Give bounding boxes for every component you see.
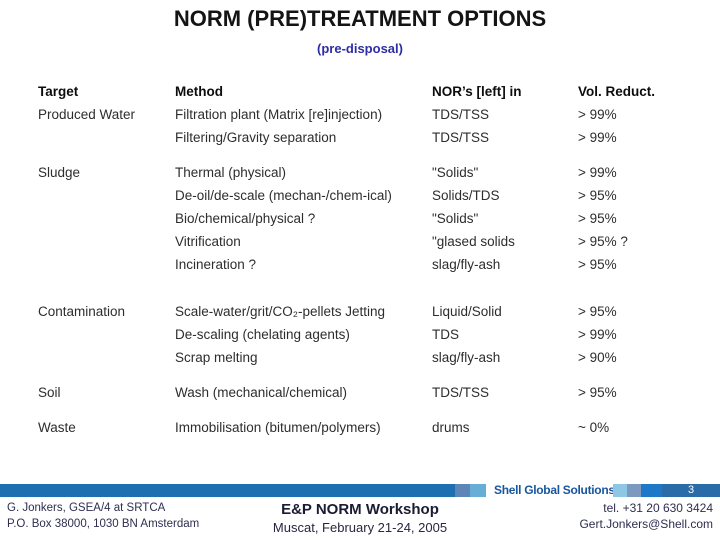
cell-nor: TDS/TSS (432, 107, 490, 122)
footer-author-address: P.O. Box 38000, 1030 BN Amsterdam (7, 518, 200, 530)
footer-bar: Shell Global Solutions 3 (0, 483, 720, 497)
cell-nor: drums (432, 420, 470, 435)
cell-method: Filtration plant (Matrix [re]injection) (175, 107, 383, 122)
footer-contact-email: Gert.Jonkers@Shell.com (579, 517, 713, 531)
shell-global-solutions-wordmark: Shell Global Solutions (494, 483, 615, 497)
footer-event-block: E&P NORM Workshop Muscat, February 21-24… (0, 501, 720, 536)
cell-method: Bio/chemical/physical ? (175, 211, 316, 226)
footer-bar-square-grayblue (627, 484, 641, 497)
treatment-table: Target Method NOR’s [left] in Vol. Reduct. P… (38, 80, 698, 439)
cell-target: Contamination (38, 304, 126, 319)
footer-contact-tel: tel. +31 20 630 3424 (603, 501, 713, 515)
cell-vol: > 99% (578, 107, 617, 122)
cell-vol: > 95% (578, 385, 617, 400)
cell-vol: > 99% (578, 165, 617, 180)
cell-nor: "Solids" (432, 165, 479, 180)
cell-nor: Solids/TDS (432, 188, 500, 203)
slide-title: NORM (PRE)TREATMENT OPTIONS (173, 6, 547, 31)
cell-vol: ~ 0% (578, 420, 610, 435)
table-row: Scrap melting slag/fly-ash > 90% (38, 346, 698, 369)
cell-method: Vitrification (175, 234, 241, 249)
cell-vol: > 95% (578, 188, 617, 203)
cell-target: Sludge (38, 165, 81, 180)
slide-subtitle: (pre-disposal) (317, 41, 403, 56)
cell-vol: > 99% (578, 130, 617, 145)
cell-method: Scrap melting (175, 350, 258, 365)
footer-bar-square-light (470, 484, 486, 497)
cell-method: Wash (mechanical/chemical) (175, 385, 348, 400)
footer-bar-left-segment (0, 484, 455, 497)
page-number: 3 (662, 484, 720, 497)
cell-method: De-scaling (chelating agents) (175, 327, 350, 342)
footer-bar-square-pale (613, 484, 627, 497)
cell-nor: Liquid/Solid (432, 304, 502, 319)
table-row: Filtering/Gravity separation TDS/TSS > 99% (38, 126, 698, 149)
cell-vol: > 95% (578, 304, 617, 319)
cell-vol: > 95% (578, 211, 617, 226)
footer-event-title: E&P NORM Workshop (281, 501, 439, 518)
cell-target: Produced Water (38, 107, 136, 122)
cell-method: Incineration ? (175, 257, 257, 272)
cell-vol: > 95% (578, 257, 617, 272)
table-row: Bio/chemical/physical ? "Solids" > 95% (38, 207, 698, 230)
cell-target: Soil (38, 385, 61, 400)
cell-nor: slag/fly-ash (432, 257, 501, 272)
cell-method: Method (175, 84, 223, 99)
table-row: De-scaling (chelating agents) TDS > 99% (38, 323, 698, 346)
cell-method: De-oil/de-scale (mechan-/chem-ical) (175, 188, 392, 203)
footer-bar-bright-segment (641, 484, 662, 497)
table-row: Contamination Scale-water/grit/CO₂-pellet… (38, 300, 698, 323)
table-row: Waste Immobilisation (bitumen/polymers) dr… (38, 416, 698, 439)
cell-nor: TDS/TSS (432, 130, 490, 145)
cell-vol: > 95% ? (578, 234, 628, 249)
footer-event-detail: Muscat, February 21-24, 2005 (272, 520, 448, 535)
cell-target: Target (38, 84, 79, 99)
cell-method: Immobilisation (bitumen/polymers) (175, 420, 381, 435)
footer-bar-square-slate (455, 484, 470, 497)
cell-nor: TDS/TSS (432, 385, 490, 400)
cell-nor: slag/fly-ash (432, 350, 501, 365)
cell-target: Waste (38, 420, 76, 435)
footer-contact-block: tel. +31 20 630 3424 Gert.Jonkers@Shell.… (579, 500, 713, 532)
cell-nor: "glased solids (432, 234, 515, 249)
table-row: De-oil/de-scale (mechan-/chem-ical) Solid… (38, 184, 698, 207)
table-row: Produced Water Filtration plant (Matrix [… (38, 103, 698, 126)
cell-nor: NOR’s [left] in (432, 84, 522, 99)
cell-vol: Vol. Reduct. (578, 84, 656, 99)
cell-nor: TDS (432, 327, 459, 342)
table-header-row: Target Method NOR’s [left] in Vol. Reduct. (38, 80, 698, 103)
cell-vol: > 90% (578, 350, 617, 365)
cell-method: Scale-water/grit/CO₂-pellets Jetting (175, 304, 386, 319)
cell-method: Filtering/Gravity separation (175, 130, 337, 145)
table-row: Vitrification "glased solids > 95% ? (38, 230, 698, 253)
table-row: Sludge Thermal (physical) "Solids" > 99% (38, 161, 698, 184)
footer-author-block: G. Jonkers, GSEA/4 at SRTCA P.O. Box 380… (7, 500, 199, 532)
table-row: Soil Wash (mechanical/chemical) TDS/TSS > 9… (38, 381, 698, 404)
cell-vol: > 99% (578, 327, 617, 342)
cell-method: Thermal (physical) (175, 165, 287, 180)
footer-author-name: G. Jonkers, GSEA/4 at SRTCA (7, 502, 166, 514)
cell-nor: "Solids" (432, 211, 479, 226)
table-row: Incineration ? slag/fly-ash > 95% (38, 253, 698, 276)
